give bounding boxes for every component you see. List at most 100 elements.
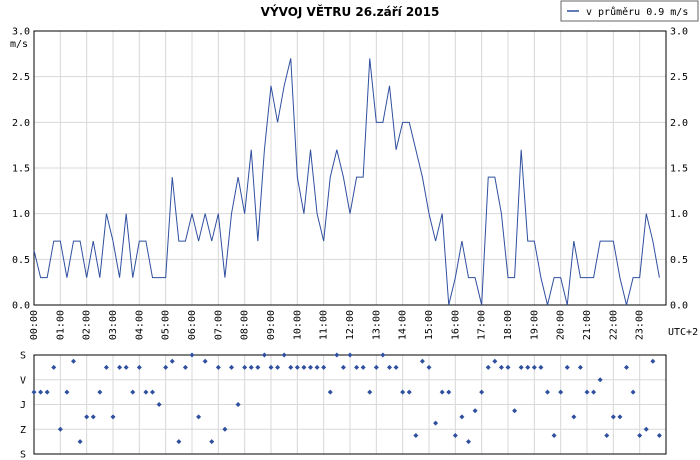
- direction-point: [229, 364, 234, 370]
- direction-point: [143, 389, 149, 395]
- direction-point: [597, 377, 603, 383]
- y-tick-label-right: 0.0: [670, 301, 688, 312]
- x-tick-label: 01:00: [55, 310, 66, 340]
- direction-point: [196, 414, 202, 420]
- direction-point: [150, 389, 155, 395]
- direction-point: [248, 364, 254, 370]
- direction-point: [327, 389, 333, 395]
- direction-point: [637, 432, 643, 438]
- x-tick-label: 13:00: [371, 310, 382, 340]
- direction-point: [294, 364, 300, 370]
- direction-point: [485, 364, 491, 370]
- y-tick-label: Z: [20, 425, 26, 436]
- y-tick-label: S: [20, 351, 26, 362]
- direction-point: [347, 352, 353, 358]
- direction-point: [545, 389, 550, 395]
- direction-point: [103, 364, 109, 370]
- direction-point: [472, 408, 478, 414]
- y-tick-label: 0.5: [12, 255, 30, 266]
- direction-point: [610, 414, 616, 420]
- direction-point: [169, 358, 175, 364]
- y-tick-label: 0.0: [12, 301, 30, 312]
- direction-point: [564, 364, 570, 370]
- direction-point: [334, 352, 340, 358]
- direction-point: [380, 352, 386, 358]
- x-tick-label: 21:00: [582, 310, 593, 340]
- direction-point: [110, 414, 116, 420]
- x-tick-label: 05:00: [161, 310, 172, 340]
- direction-point: [71, 358, 76, 364]
- y-tick-label-right: 0.5: [670, 255, 688, 266]
- x-tick-label: 09:00: [266, 310, 277, 340]
- x-tick-label: 16:00: [450, 310, 461, 340]
- direction-point: [123, 364, 129, 370]
- direction-point: [591, 389, 597, 395]
- direction-point: [189, 352, 195, 358]
- x-axis-label: UTC+2: [668, 327, 698, 338]
- direction-point: [426, 364, 432, 370]
- direction-point: [288, 364, 294, 370]
- direction-point: [281, 352, 287, 358]
- direction-point: [64, 389, 70, 395]
- direction-point: [84, 414, 90, 420]
- y-tick-label-right: 1.0: [670, 209, 688, 220]
- x-tick-label: 08:00: [240, 310, 251, 340]
- wind-line: [33, 58, 660, 306]
- direction-point: [202, 358, 208, 364]
- chart-title: VÝVOJ VĚTRU 26.září 2015: [261, 4, 440, 19]
- y-tick-label: J: [20, 400, 26, 411]
- y-tick-label-right: 2.0: [670, 118, 688, 129]
- direction-point: [222, 426, 228, 432]
- y-tick-label: 2.5: [12, 72, 30, 83]
- direction-point: [176, 439, 182, 445]
- direction-point: [268, 364, 274, 370]
- direction-point: [373, 364, 379, 370]
- direction-point: [117, 364, 123, 370]
- direction-point: [406, 389, 412, 395]
- direction-point: [617, 414, 623, 420]
- y-tick-label: 2.0: [12, 118, 30, 129]
- direction-point: [518, 364, 524, 370]
- direction-point: [90, 414, 96, 420]
- direction-point: [439, 389, 445, 395]
- legend-label: v průměru 0.9 m/s: [586, 6, 688, 18]
- x-tick-label: 12:00: [345, 310, 356, 340]
- x-tick-label: 23:00: [635, 310, 646, 340]
- direction-point: [531, 364, 537, 370]
- direction-point: [354, 364, 360, 370]
- direction-point: [136, 364, 142, 370]
- direction-point: [57, 426, 63, 432]
- direction-point: [512, 408, 518, 414]
- direction-point: [459, 414, 465, 420]
- direction-point: [650, 358, 656, 364]
- x-tick-label: 04:00: [134, 310, 145, 340]
- direction-point: [492, 358, 498, 364]
- direction-point: [584, 389, 590, 395]
- direction-point: [466, 439, 471, 445]
- direction-point: [367, 389, 373, 395]
- direction-point: [97, 389, 103, 395]
- direction-point: [182, 364, 188, 370]
- direction-point: [261, 352, 267, 358]
- x-tick-label: 00:00: [29, 310, 40, 340]
- direction-point: [44, 389, 50, 395]
- direction-point: [433, 420, 439, 426]
- direction-point: [387, 364, 392, 370]
- direction-point: [630, 389, 636, 395]
- direction-point: [656, 432, 662, 438]
- x-tick-label: 10:00: [292, 310, 303, 340]
- direction-point: [31, 389, 37, 395]
- x-tick-label: 14:00: [398, 310, 409, 340]
- direction-point: [314, 364, 320, 370]
- direction-point: [215, 364, 221, 370]
- direction-point: [577, 364, 583, 370]
- x-tick-label: 18:00: [503, 310, 514, 340]
- direction-point: [538, 364, 544, 370]
- plot-frame: [33, 30, 667, 306]
- y-tick-label: 3.0: [12, 27, 30, 38]
- direction-point: [505, 364, 511, 370]
- direction-point: [446, 389, 452, 395]
- direction-point: [498, 364, 504, 370]
- direction-point: [77, 439, 83, 445]
